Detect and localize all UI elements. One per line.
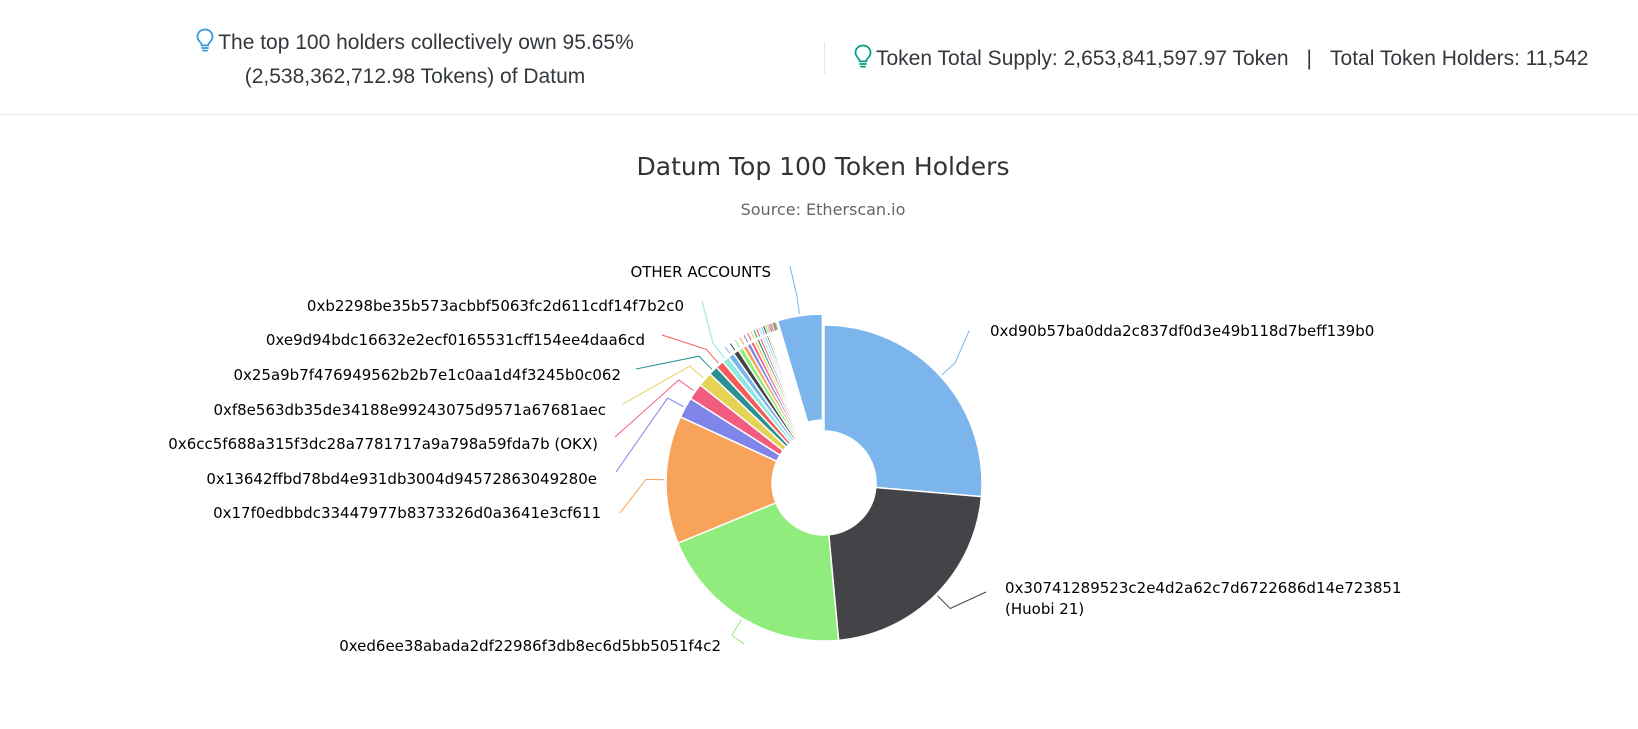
- slice-label: 0x30741289523c2e4d2a62c7d6722686d14e7238…: [1005, 579, 1402, 597]
- label-connector: [731, 619, 745, 645]
- slice-labels: 0xd90b57ba0dda2c837df0d3e49b118d7beff139…: [168, 263, 1401, 655]
- total-holders-text: Total Token Holders: 11,542: [1330, 47, 1589, 70]
- label-connector: [724, 346, 731, 354]
- label-connector: [775, 321, 779, 330]
- pie-slice[interactable]: [777, 330, 811, 435]
- token-supply-summary: Token Total Supply: 2,653,841,597.97 Tok…: [854, 44, 1588, 76]
- label-connector: [739, 337, 745, 345]
- slice-label: 0x17f0edbbdc33447977b8373326d0a3641e3cf6…: [213, 504, 601, 522]
- label-connector: [771, 323, 775, 332]
- label-connector: [789, 265, 800, 314]
- label-connector: [758, 327, 763, 336]
- summary-separator: |: [1306, 47, 1313, 70]
- label-connector: [768, 324, 773, 332]
- top-holders-text-line1: The top 100 holders collectively own 95.…: [218, 31, 634, 54]
- summary-bar: The top 100 holders collectively own 95.…: [0, 0, 1638, 115]
- slice-label: 0xe9d94bdc16632e2ecf0165531cff154ee4daa6…: [266, 331, 645, 349]
- label-connector: [766, 324, 771, 333]
- chart-title: Datum Top 100 Token Holders: [637, 152, 1010, 181]
- top-holders-summary: The top 100 holders collectively own 95.…: [180, 27, 650, 92]
- label-connector: [743, 335, 749, 343]
- pie-slices: [665, 313, 983, 642]
- label-connector: [761, 326, 765, 335]
- label-connector: [774, 322, 778, 331]
- lightbulb-icon: [854, 44, 872, 76]
- label-connector: [750, 331, 755, 340]
- slice-label: 0xed6ee38abada2df22986f3db8ec6d5bb5051f4…: [339, 637, 721, 655]
- label-connector: [763, 326, 768, 334]
- label-connector: [765, 325, 769, 334]
- slice-label: 0x25a9b7f476949562b2b7e1c0aa1d4f3245b0c0…: [233, 366, 621, 384]
- slice-label: OTHER ACCOUNTS: [630, 263, 771, 281]
- label-connector: [635, 355, 713, 370]
- label-connector: [614, 379, 694, 438]
- pie-slice[interactable]: [665, 415, 778, 545]
- slice-label: 0xd90b57ba0dda2c837df0d3e49b118d7beff139…: [990, 322, 1374, 340]
- pie-slice[interactable]: [823, 324, 983, 498]
- slice-label-secondary: (Huobi 21): [1005, 600, 1084, 618]
- label-connector: [753, 330, 758, 338]
- label-connector: [701, 300, 725, 359]
- label-connector: [729, 343, 736, 351]
- lightbulb-icon: [196, 28, 214, 61]
- pie-slice[interactable]: [776, 313, 824, 424]
- chart-subtitle: Source: Etherscan.io: [741, 200, 906, 219]
- label-connector: [772, 322, 777, 331]
- pie-slice[interactable]: [676, 501, 840, 642]
- label-connector: [941, 330, 970, 376]
- slice-label: 0x13642ffbd78bd4e931db3004d9457286304928…: [206, 470, 597, 488]
- summary-divider: [824, 42, 825, 74]
- slice-label: 0x6cc5f688a315f3dc28a7781717a9a798a59fda…: [168, 435, 598, 453]
- pie-slice[interactable]: [827, 486, 983, 642]
- holders-chart-container: Datum Top 100 Token Holders Source: Ethe…: [0, 114, 1638, 724]
- label-connector: [619, 478, 665, 514]
- label-connector: [622, 365, 704, 405]
- top-holders-text-line2: (2,538,362,712.98 Tokens) of Datum: [244, 65, 586, 88]
- label-connector: [770, 323, 774, 332]
- label-connector: [747, 333, 752, 341]
- label-connectors: [614, 265, 987, 645]
- slice-label: 0xb2298be35b573acbbf5063fc2d611cdf14f7b2…: [307, 297, 684, 315]
- label-connector: [734, 340, 740, 348]
- label-connector: [756, 328, 761, 337]
- holders-pie-chart: Datum Top 100 Token Holders Source: Ethe…: [168, 152, 1401, 655]
- label-connector: [661, 334, 719, 364]
- label-connector: [937, 591, 987, 610]
- label-connector: [615, 397, 684, 473]
- slice-label: 0xf8e563db35de34188e99243075d9571a67681a…: [213, 401, 606, 419]
- total-supply-text: Token Total Supply: 2,653,841,597.97 Tok…: [876, 47, 1289, 70]
